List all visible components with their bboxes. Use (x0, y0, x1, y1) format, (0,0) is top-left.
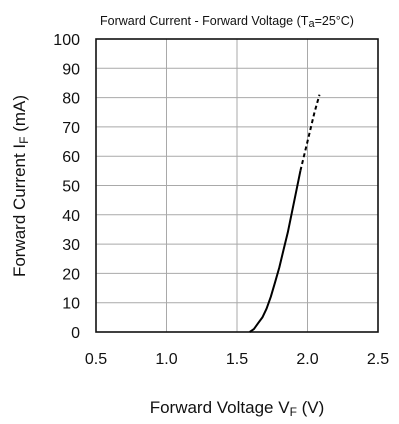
y-tick-label: 80 (62, 91, 80, 108)
plot-frame (95, 38, 379, 333)
y-tick-label: 30 (62, 237, 80, 254)
gridlines (96, 39, 378, 332)
y-tick-label: 70 (62, 120, 80, 137)
x-axis-label-rest: (V) (297, 398, 324, 417)
chart-title: Forward Current - Forward Voltage (Ta=25… (100, 14, 354, 30)
x-axis-label: Forward Voltage VF (V) (150, 398, 325, 419)
y-tick-label: 60 (62, 149, 80, 166)
y-tick-labels: 0 10 20 30 40 50 60 70 80 90 100 (53, 32, 80, 342)
y-tick-label: 50 (62, 179, 80, 196)
x-tick-label: 2.0 (296, 351, 318, 368)
chart-title-condition-main: T (301, 14, 309, 28)
iv-curve-measured-line (249, 170, 302, 333)
y-tick-label: 40 (62, 208, 80, 225)
chart-title-condition-close: ) (350, 14, 354, 28)
x-axis-label-sub: F (290, 405, 297, 419)
x-axis-label-main: Forward Voltage V (150, 398, 291, 417)
x-tick-label: 1.0 (155, 351, 177, 368)
chart-title-condition-open: ( (297, 14, 302, 28)
y-axis-label-rest: (mA) (10, 95, 29, 137)
y-tick-label: 10 (62, 296, 80, 313)
chart-title-condition-sub: a (308, 18, 315, 30)
y-tick-label: 0 (71, 325, 80, 342)
y-tick-label: 20 (62, 266, 80, 283)
x-tick-label: 0.5 (85, 351, 107, 368)
y-tick-label: 100 (53, 32, 80, 49)
x-tick-labels: 0.5 1.0 1.5 2.0 2.5 (85, 351, 389, 368)
y-axis-label-sub: F (17, 137, 31, 144)
x-tick-label: 1.5 (226, 351, 248, 368)
chart-title-main: Forward Current - Forward Voltage (100, 14, 293, 28)
y-axis-label: Forward Current IF (mA) (10, 95, 31, 277)
series-group (249, 94, 321, 333)
y-axis-label-main: Forward Current I (10, 144, 29, 277)
chart-title-condition-rest: =25°C (315, 14, 350, 28)
iv-curve-extrapolated-line (299, 94, 321, 172)
x-tick-label: 2.5 (367, 351, 389, 368)
y-tick-label: 90 (62, 61, 80, 78)
